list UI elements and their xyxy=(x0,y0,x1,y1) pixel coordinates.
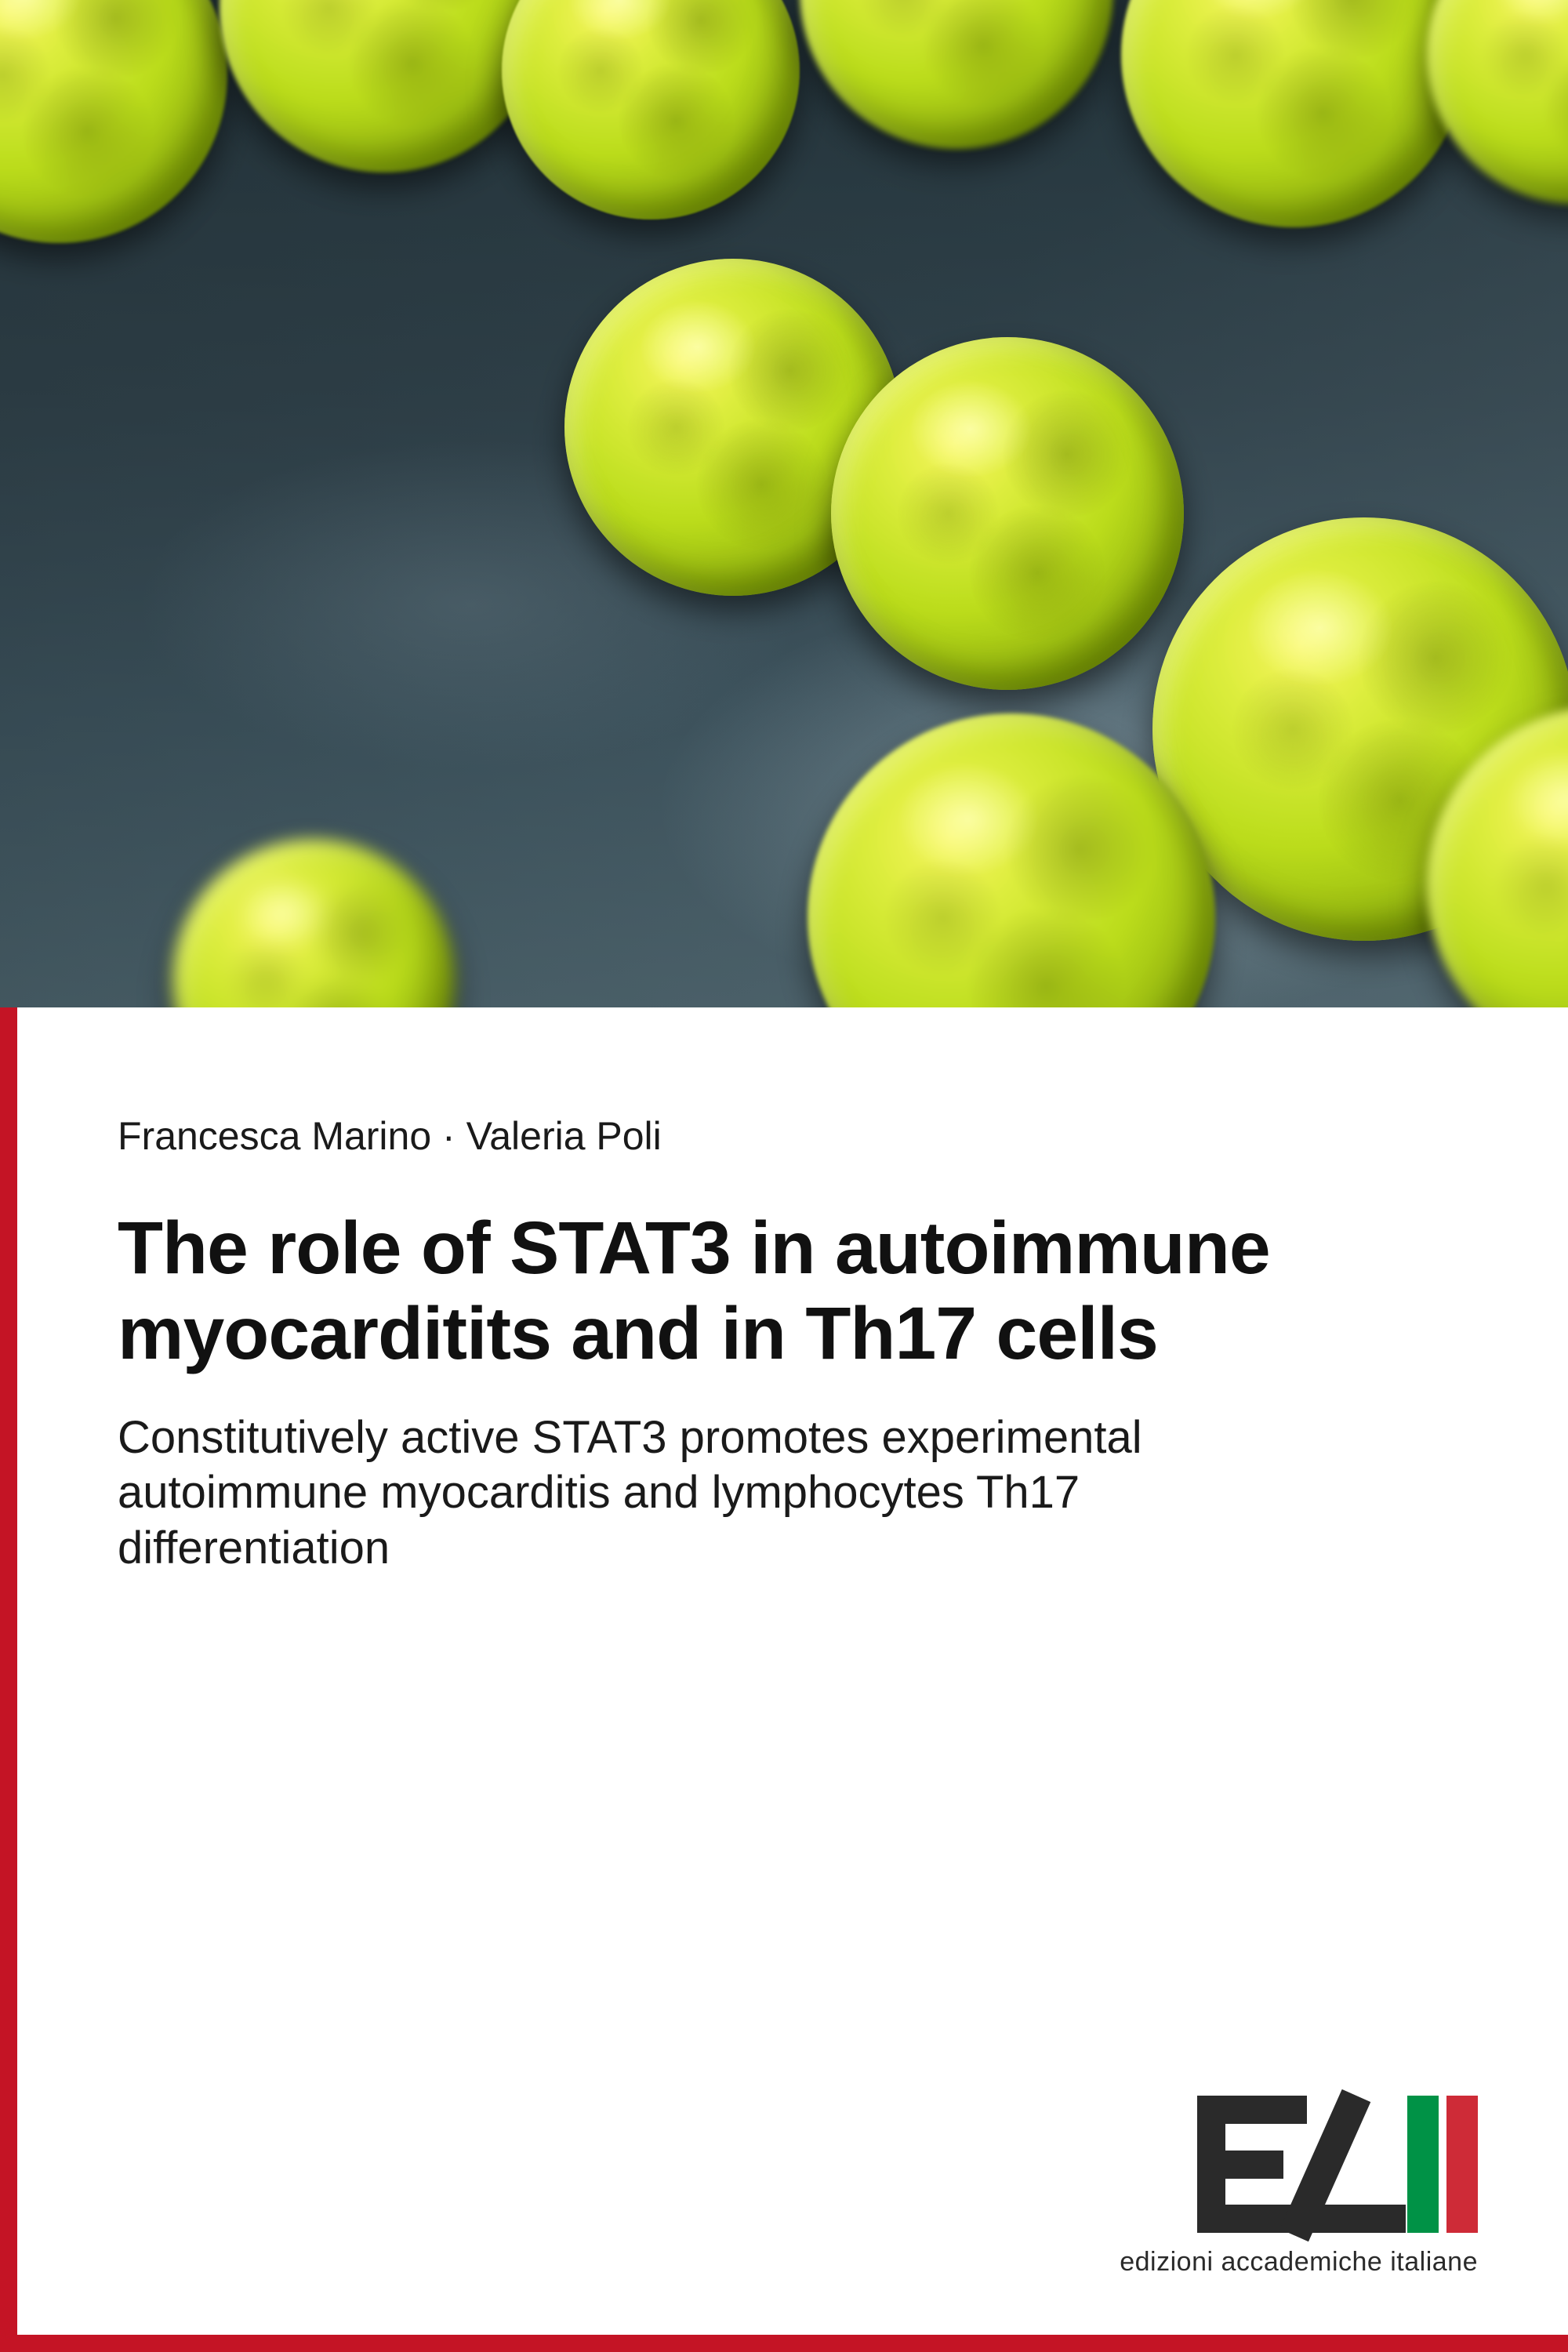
accent-border-left xyxy=(0,1007,17,2352)
logo-letter-a xyxy=(1313,2096,1399,2233)
publisher-logo xyxy=(1120,2096,1478,2233)
hero-image xyxy=(0,0,1568,1007)
authors-line: Francesca Marino · Valeria Poli xyxy=(118,1113,1474,1159)
cell-sphere xyxy=(831,337,1184,690)
publisher-block: edizioni accademiche italiane xyxy=(1120,2096,1478,2278)
book-subtitle: Constitutively active STAT3 promotes exp… xyxy=(118,1410,1333,1577)
cover-content: Francesca Marino · Valeria Poli The role… xyxy=(118,1113,1474,1577)
book-title: The role of STAT3 in autoimmune myocardi… xyxy=(118,1206,1474,1377)
logo-bar-green xyxy=(1407,2096,1439,2233)
accent-border-bottom xyxy=(0,2335,1568,2352)
publisher-name: edizioni accademiche italiane xyxy=(1120,2247,1478,2278)
logo-bar-red xyxy=(1446,2096,1478,2233)
